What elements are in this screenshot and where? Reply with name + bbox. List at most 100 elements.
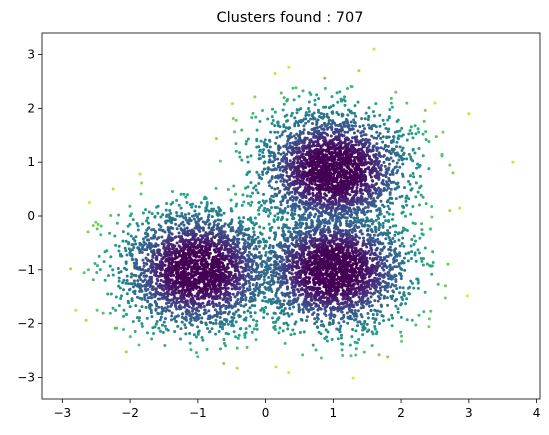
scatter-point [313,117,317,121]
scatter-point [283,193,287,197]
scatter-point [251,191,255,195]
scatter-point [317,97,321,101]
scatter-point [273,124,277,128]
scatter-point [156,243,160,247]
scatter-point [234,244,238,248]
scatter-point [391,159,395,163]
scatter-point [226,322,230,326]
scatter-point [273,324,277,328]
scatter-point [296,121,300,125]
scatter-point [343,232,347,236]
scatter-point [273,110,277,114]
scatter-point [257,173,261,177]
scatter-point [82,271,86,275]
scatter-point [368,126,372,130]
scatter-point [301,353,305,357]
scatter-point [217,330,221,334]
scatter-point [184,195,188,199]
scatter-point [288,178,292,181]
scatter-point [245,139,249,143]
scatter-point [391,224,395,228]
scatter-point [393,165,397,169]
scatter-point [113,234,117,238]
scatter-point [381,140,385,144]
scatter-point [260,177,264,181]
scatter-point [269,283,273,287]
scatter-point [208,320,212,324]
scatter-point [84,318,88,322]
scatter-point [264,199,268,203]
scatter-point [379,293,383,297]
scatter-point [393,265,397,269]
scatter-point [253,95,257,99]
scatter-point [398,291,402,295]
scatter-point [361,207,365,211]
scatter-point [341,134,345,138]
scatter-point [300,141,304,145]
scatter-point [241,270,245,274]
scatter-point [91,278,95,282]
scatter-point [167,228,171,232]
scatter-point [376,299,380,303]
scatter-point [288,141,292,145]
scatter-point [354,140,358,144]
scatter-point [154,244,158,248]
scatter-point [164,221,168,225]
scatter-point [417,165,421,169]
scatter-point [377,225,381,229]
scatter-point [352,118,356,122]
scatter-point [343,300,347,304]
scatter-point [278,134,282,138]
scatter-point [331,318,335,322]
scatter-point [302,141,306,145]
scatter-point [280,133,284,137]
scatter-point [339,324,343,328]
scatter-point [395,287,399,291]
scatter-point [422,257,426,261]
scatter-point [305,315,309,319]
scatter-point [343,304,347,308]
scatter-point [300,200,304,204]
scatter-point [209,201,213,205]
scatter-point [358,297,362,301]
scatter-point [130,248,134,252]
scatter-point [303,186,307,190]
scatter-point [244,262,248,266]
scatter-point [107,274,110,278]
scatter-point [370,330,374,334]
scatter-point [411,205,415,209]
scatter-point [320,136,324,140]
scatter-point [181,312,185,316]
scatter-point [321,323,325,327]
scatter-point [163,343,167,347]
scatter-point [200,335,204,339]
scatter-point [91,223,95,227]
scatter-point [427,317,431,321]
scatter-point [354,347,358,351]
scatter-point [237,333,241,337]
scatter-point [215,227,219,231]
scatter-point [350,308,354,312]
scatter-point [140,271,144,275]
scatter-point [418,174,422,178]
scatter-point [511,160,515,164]
scatter-point [222,211,226,215]
scatter-point [407,251,411,255]
scatter-point [368,287,372,291]
scatter-point [261,109,265,113]
scatter-point [234,310,238,314]
scatter-point [263,138,267,142]
scatter-point [323,124,327,128]
scatter-point [306,295,310,299]
scatter-point [323,122,327,126]
scatter-point [196,325,200,329]
scatter-point [204,231,208,235]
scatter-point [197,329,201,333]
scatter-point [135,316,139,320]
scatter-point [297,124,301,128]
scatter-point [219,218,223,222]
scatter-point [224,344,228,348]
scatter-point [257,212,261,216]
scatter-point [163,306,167,310]
scatter-point [207,309,211,313]
